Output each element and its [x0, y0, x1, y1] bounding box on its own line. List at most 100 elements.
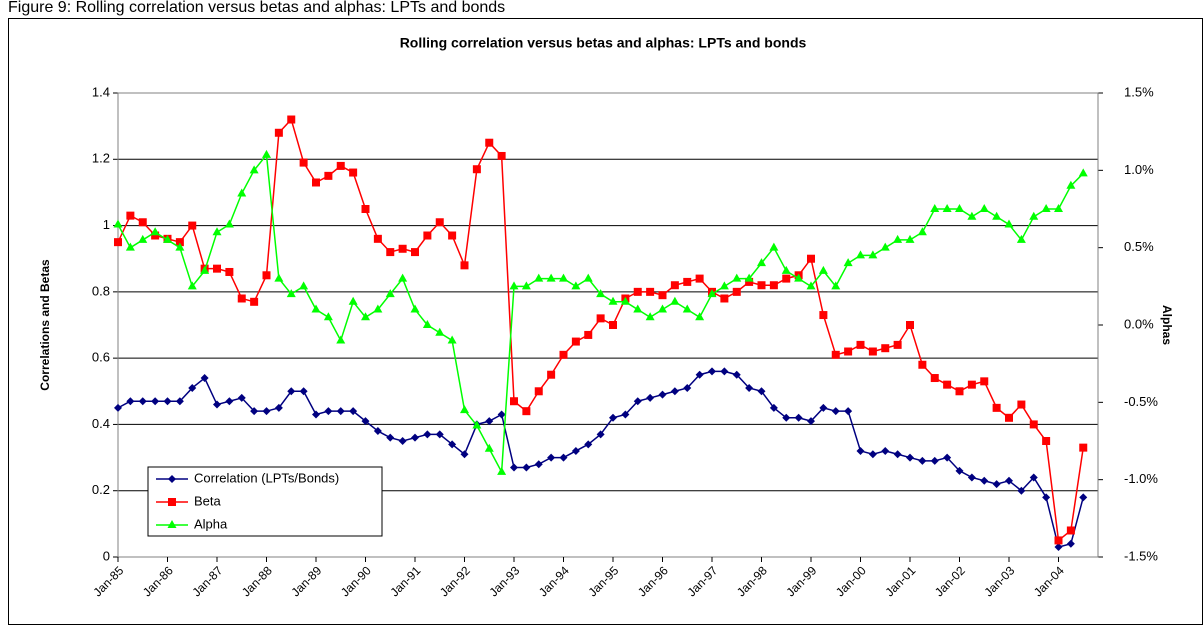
- point: [547, 370, 556, 379]
- point: [373, 427, 382, 436]
- point: [571, 446, 580, 455]
- point: [472, 165, 481, 174]
- point: [831, 407, 840, 416]
- plot-border: [117, 92, 1099, 558]
- point: [918, 360, 927, 369]
- point: [138, 234, 148, 243]
- point: [175, 238, 184, 247]
- point: [794, 273, 804, 282]
- point: [435, 430, 444, 439]
- point: [584, 330, 593, 339]
- point: [151, 397, 160, 406]
- point: [670, 296, 680, 305]
- point: [361, 205, 370, 213]
- point: [287, 387, 296, 396]
- point: [880, 242, 890, 251]
- point: [906, 321, 914, 329]
- point: [1066, 539, 1075, 548]
- point: [126, 397, 135, 406]
- point: [769, 403, 778, 412]
- point: [287, 115, 296, 124]
- point: [980, 476, 989, 485]
- point: [150, 227, 160, 236]
- point: [175, 242, 185, 251]
- point: [707, 289, 717, 298]
- point: [398, 437, 407, 445]
- legend-label: Correlation (LPTs/Bonds): [194, 470, 339, 485]
- point: [299, 281, 309, 290]
- point: [719, 281, 729, 290]
- point: [151, 231, 160, 240]
- y-axis-label: Correlations and Betas: [38, 259, 52, 391]
- point: [918, 456, 927, 465]
- y2-tick-label: 0.0%: [1124, 316, 1154, 331]
- point: [497, 410, 506, 419]
- point: [286, 289, 296, 298]
- point: [460, 450, 469, 459]
- point: [856, 340, 865, 349]
- legend-label: Beta: [194, 493, 222, 508]
- point: [992, 403, 1001, 412]
- point: [311, 304, 321, 313]
- point: [782, 274, 791, 283]
- point: [410, 304, 420, 313]
- point: [930, 456, 939, 465]
- point: [843, 258, 853, 267]
- point: [349, 407, 358, 416]
- point: [126, 211, 135, 220]
- point: [361, 417, 370, 426]
- point: [905, 234, 915, 243]
- point: [200, 265, 210, 274]
- point: [893, 234, 903, 243]
- point: [695, 370, 704, 379]
- point: [336, 335, 346, 344]
- point: [868, 250, 878, 259]
- point: [237, 294, 246, 303]
- y2-tick-label: 1.0%: [1124, 162, 1154, 177]
- y-tick-label: 0.6: [92, 350, 110, 365]
- point: [1041, 204, 1051, 212]
- point: [1042, 437, 1051, 445]
- y-tick-label: 1.2: [92, 151, 110, 166]
- point: [138, 218, 147, 227]
- point: [943, 380, 952, 389]
- point: [559, 273, 568, 282]
- point: [633, 287, 642, 296]
- point: [187, 281, 197, 290]
- point: [695, 312, 705, 321]
- point: [818, 265, 828, 274]
- point: [917, 227, 927, 236]
- point: [608, 296, 618, 305]
- point: [138, 397, 147, 406]
- legend-label: Alpha: [194, 516, 228, 531]
- point: [1029, 473, 1038, 482]
- point: [906, 453, 914, 462]
- point: [633, 304, 643, 313]
- point: [967, 473, 976, 482]
- point: [609, 413, 617, 422]
- point: [423, 430, 432, 439]
- point: [819, 403, 828, 412]
- point: [683, 277, 692, 286]
- point: [225, 397, 234, 406]
- point: [1005, 476, 1013, 485]
- point: [497, 151, 506, 160]
- point: [212, 227, 222, 236]
- point: [794, 413, 803, 422]
- point: [757, 387, 766, 396]
- point: [955, 387, 964, 396]
- figure-caption: Figure 9: Rolling correlation versus bet…: [8, 0, 505, 16]
- point: [398, 244, 407, 253]
- point: [868, 347, 877, 356]
- point: [125, 242, 135, 251]
- point: [584, 440, 593, 449]
- point: [274, 403, 283, 412]
- point: [448, 231, 457, 240]
- point: [262, 407, 271, 416]
- y2-axis-label: Alphas: [1160, 305, 1174, 345]
- point: [411, 433, 419, 442]
- point: [448, 440, 457, 449]
- point: [398, 273, 408, 282]
- point: [534, 273, 544, 282]
